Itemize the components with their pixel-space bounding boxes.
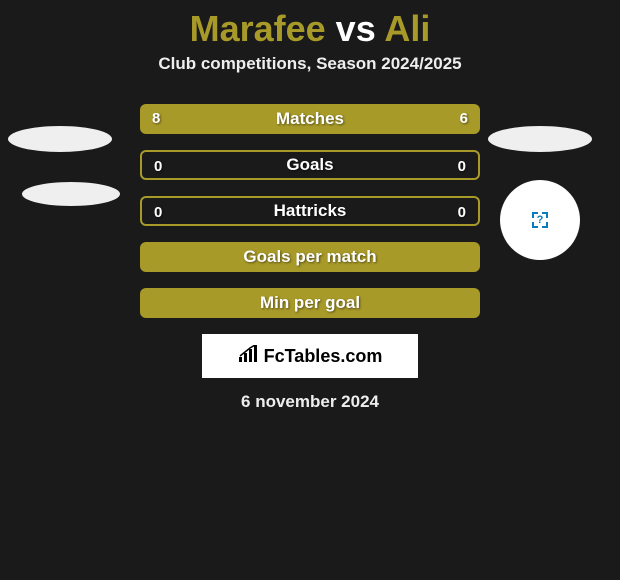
stat-row: 0 Goals 0 — [140, 150, 480, 180]
stat-row: 8 Matches 6 — [140, 104, 480, 134]
brand-label: FcTables.com — [238, 345, 383, 368]
avatar-placeholder-icon: ? — [532, 212, 548, 228]
brand-box: FcTables.com — [202, 334, 418, 378]
right-ellipse-1 — [488, 126, 592, 152]
vs-separator: vs — [336, 8, 376, 49]
stats-rows: 8 Matches 6 0 Goals 0 0 Hattricks 0 Goals per mat… — [140, 104, 480, 318]
stat-row: Min per goal — [140, 288, 480, 318]
stat-label: Hattricks — [274, 201, 347, 221]
stat-row: 0 Hattricks 0 — [140, 196, 480, 226]
player2-avatar: ? — [500, 180, 580, 260]
player2-name: Ali — [384, 8, 430, 49]
stat-value-right: 6 — [460, 104, 468, 134]
stat-label: Min per goal — [260, 293, 360, 313]
stat-value-right: 0 — [458, 198, 466, 228]
content-area: ? 8 Matches 6 0 Goals 0 0 Hattricks 0 Goals per m… — [0, 104, 620, 412]
stat-value-left: 0 — [154, 152, 162, 182]
player1-name: Marafee — [190, 8, 326, 49]
date-label: 6 november 2024 — [0, 392, 620, 412]
stat-label: Goals — [286, 155, 333, 175]
stat-value-left: 8 — [152, 104, 160, 134]
stat-label: Matches — [276, 109, 344, 129]
stat-row: Goals per match — [140, 242, 480, 272]
left-ellipse-2 — [22, 182, 120, 206]
stat-label: Goals per match — [243, 247, 376, 267]
stat-value-left: 0 — [154, 198, 162, 228]
brand-text: FcTables.com — [264, 346, 383, 367]
page-title: Marafee vs Ali — [0, 0, 620, 54]
stat-value-right: 0 — [458, 152, 466, 182]
left-ellipse-1 — [8, 126, 112, 152]
brand-chart-icon — [238, 345, 260, 368]
subtitle: Club competitions, Season 2024/2025 — [0, 54, 620, 104]
